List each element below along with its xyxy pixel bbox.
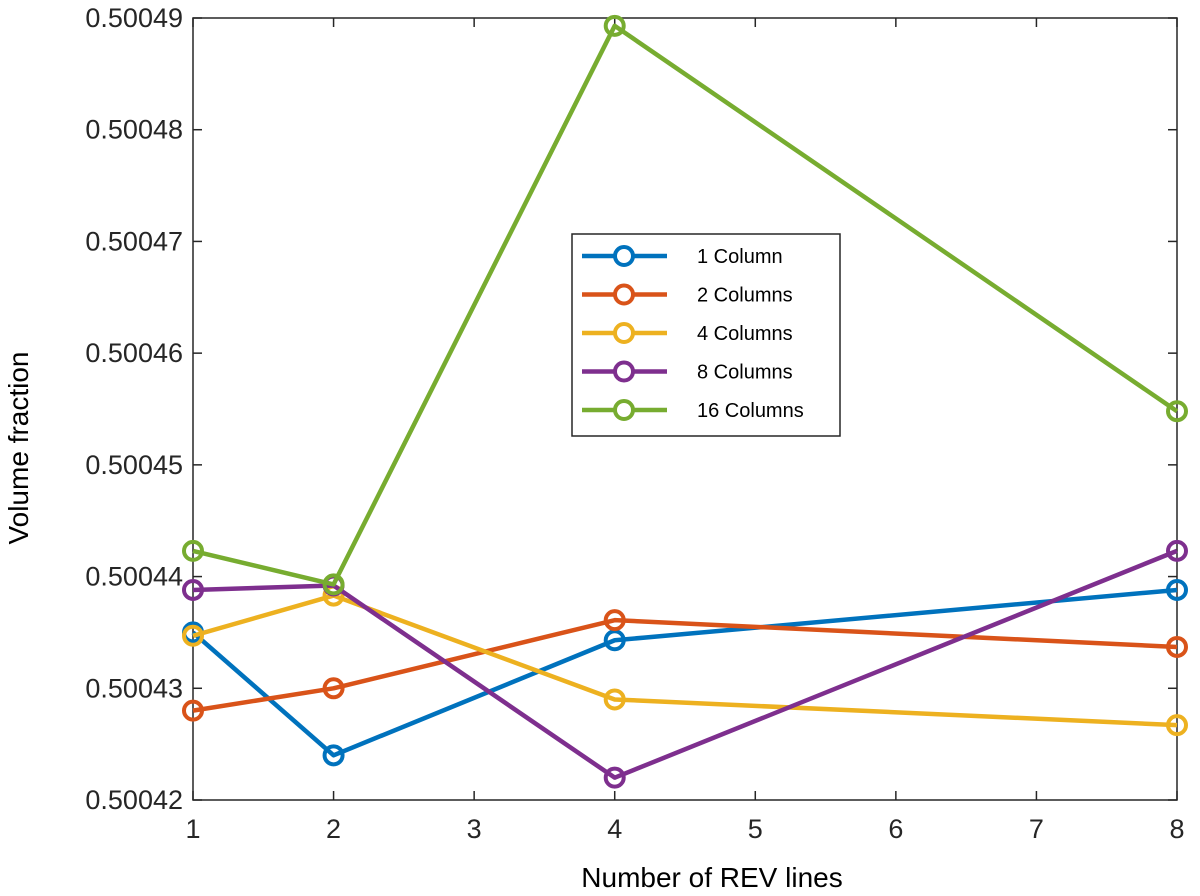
legend-swatch-marker (613, 399, 635, 421)
data-point (603, 688, 626, 711)
legend-swatch-marker (613, 322, 635, 344)
series-3 (182, 584, 1188, 737)
series-line (192, 593, 1178, 728)
y-tick-label: 0.50044 (85, 562, 183, 592)
y-axis-label: Volume fraction (3, 352, 34, 545)
data-point (603, 14, 626, 37)
data-point (1166, 539, 1188, 562)
x-tick-label: 4 (607, 814, 622, 844)
legend-label: 8 Columns (697, 362, 793, 384)
y-tick-label: 0.50045 (85, 450, 183, 480)
y-tick-label: 0.50047 (85, 226, 183, 256)
series-5 (182, 14, 1188, 596)
legend-swatch-marker (613, 245, 635, 267)
x-tick-label: 7 (1029, 814, 1044, 844)
data-point (1166, 400, 1188, 423)
x-tick-label: 8 (1169, 814, 1184, 844)
series-1 (182, 578, 1188, 767)
data-point (322, 573, 345, 596)
x-tick-label: 5 (748, 814, 763, 844)
legend-item: 2 Columns (582, 283, 793, 307)
x-tick-label: 1 (185, 814, 200, 844)
data-point (1166, 635, 1188, 658)
series-line (191, 587, 1178, 758)
y-tick-label: 0.50049 (85, 3, 183, 33)
data-point (1166, 714, 1188, 737)
data-point (322, 744, 345, 767)
data-point (603, 766, 626, 789)
legend-label: 4 Columns (697, 323, 793, 345)
y-tick-label: 0.50046 (85, 338, 183, 368)
series-line (192, 548, 1178, 780)
legend-label: 1 Column (697, 246, 783, 268)
data-point (603, 609, 626, 632)
legend-item: 8 Columns (582, 360, 793, 384)
series-line (192, 617, 1178, 713)
y-tick-label: 0.50043 (85, 673, 183, 703)
series-2 (182, 609, 1188, 722)
x-axis-label: Number of REV lines (581, 862, 842, 893)
x-tick-label: 6 (888, 814, 903, 844)
y-tick-label: 0.50042 (85, 785, 183, 815)
legend-item: 16 Columns (582, 399, 804, 422)
x-tick-label: 2 (326, 814, 341, 844)
data-point (603, 629, 626, 652)
legend-label: 16 Columns (697, 400, 804, 422)
legend-item: 1 Column (582, 245, 783, 268)
y-tick-label: 0.50048 (85, 115, 183, 145)
data-point (182, 539, 204, 562)
legend: 1 Column 2 Columns 4 Columns 8 Columns 16 Co… (571, 233, 841, 437)
series-layer (182, 14, 1188, 789)
series-line (192, 23, 1179, 587)
data-point (182, 578, 204, 601)
x-axis-ticks: 1 2 3 4 5 6 7 8 (185, 18, 1185, 844)
legend-item: 4 Columns (582, 322, 793, 345)
data-point (182, 624, 204, 647)
y-axis-ticks: 0.50042 0.50043 0.50044 0.50045 0.50046 0.500… (85, 3, 1177, 815)
data-point (182, 699, 204, 722)
legend-swatch-marker (613, 360, 635, 383)
x-tick-label: 3 (467, 814, 482, 844)
data-point (1166, 578, 1188, 601)
legend-swatch-marker (613, 283, 635, 306)
legend-label: 2 Columns (697, 285, 793, 307)
data-point (322, 677, 345, 700)
